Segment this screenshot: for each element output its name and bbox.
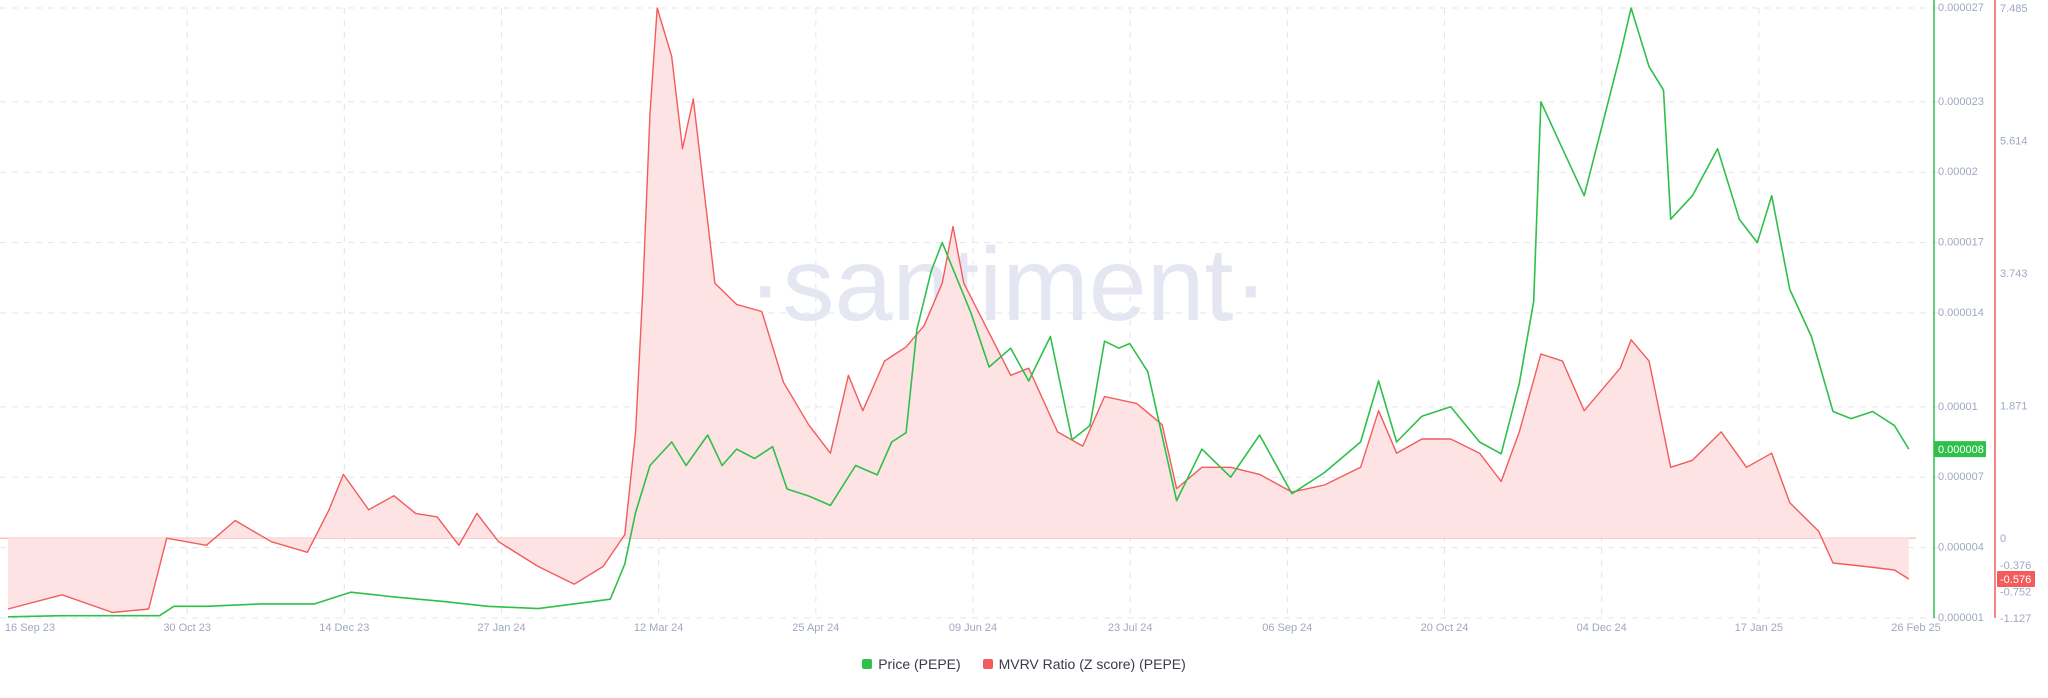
y-left-tick-label: 0.000004 (1938, 542, 1984, 554)
price-swatch-icon (862, 659, 873, 669)
x-tick-label: 06 Sep 24 (1262, 622, 1312, 634)
y-left-tick-label: 0.000023 (1938, 96, 1984, 108)
x-tick-label: 04 Dec 24 (1577, 622, 1627, 634)
y-right-tick-label: 7.485 (2000, 3, 2028, 15)
mvrv-badge (1997, 570, 2035, 587)
y-left-tick-label: 0.000007 (1938, 471, 1984, 483)
y-right-tick-label: 0 (2000, 533, 2006, 545)
y-left-tick-label: 0.000027 (1938, 2, 1984, 14)
legend-label-price: Price (PEPE) (878, 656, 961, 672)
x-tick-label: 14 Dec 23 (319, 622, 369, 634)
y-right-tick-label: -0.376 (2000, 560, 2031, 572)
y-right-tick-label: -1.127 (2000, 613, 2031, 625)
price-series-line (7, 7, 1910, 618)
legend-item-mvrv[interactable]: MVRV Ratio (Z score) (PEPE) (982, 656, 1186, 672)
x-tick-label: 16 Sep 23 (5, 622, 55, 634)
y-left-tick-label: 0.00001 (1938, 401, 1978, 413)
price-badge-label: 0.000008 (1938, 444, 1984, 456)
legend-item-price[interactable]: Price (PEPE) (862, 656, 961, 672)
legend: Price (PEPE) MVRV Ratio (Z score) (PEPE) (0, 656, 2048, 672)
watermark: ·santiment· (748, 227, 1268, 343)
y-left-tick-label: 0.000014 (1938, 307, 1984, 319)
y-left-tick-label: 0.000017 (1938, 237, 1984, 249)
legend-label-mvrv: MVRV Ratio (Z score) (PEPE) (998, 656, 1186, 672)
x-tick-label: 25 Apr 24 (792, 622, 839, 634)
mvrv-badge-label: -0.576 (2000, 574, 2031, 586)
mvrv-area (8, 8, 1909, 613)
x-tick-label: 26 Feb 25 (1891, 622, 1941, 634)
y-right-tick-label: 1.871 (2000, 401, 2028, 413)
x-tick-label: 17 Jan 25 (1735, 622, 1783, 634)
x-tick-label: 20 Oct 24 (1421, 622, 1469, 634)
y-right-tick-label: 5.614 (2000, 136, 2028, 148)
mvrv-swatch-icon (982, 659, 993, 669)
price-badge (1934, 441, 1986, 458)
axis-layer: 0.000027 0.000023 0.00002 0.000017 0.000014 0… (5, 0, 2035, 634)
y-left-tick-label: 0.00002 (1938, 166, 1978, 178)
y-right-tick-label: -0.752 (2000, 586, 2031, 598)
mvrv-series-line (7, 7, 1910, 614)
y-left-tick-label: 0.000001 (1938, 612, 1984, 624)
x-tick-label: 09 Jun 24 (949, 622, 997, 634)
y-right-tick-label: 3.743 (2000, 268, 2028, 280)
x-tick-label: 23 Jul 24 (1108, 622, 1153, 634)
x-tick-label: 30 Oct 23 (163, 622, 211, 634)
x-tick-label: 27 Jan 24 (477, 622, 525, 634)
x-tick-label: 12 Mar 24 (634, 622, 684, 634)
series-layer (0, 7, 1916, 618)
